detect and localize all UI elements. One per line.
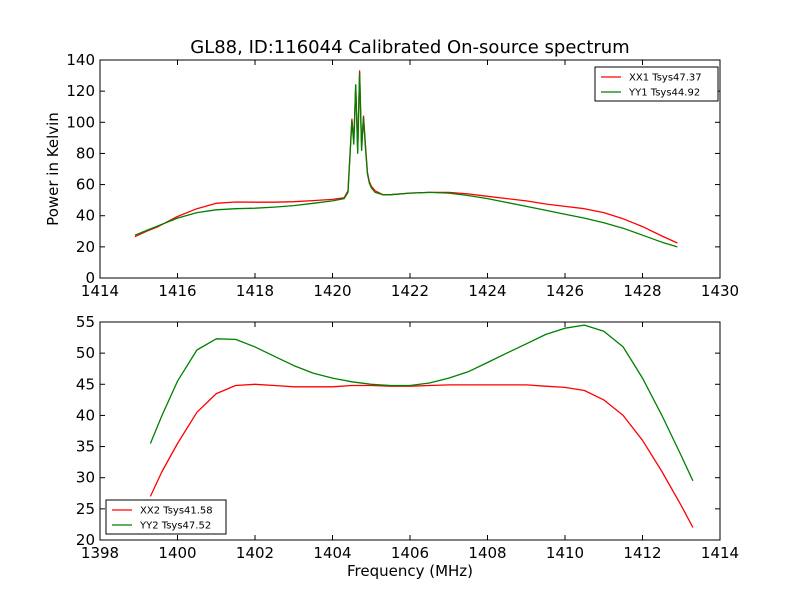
- x-tick-label: 1398: [81, 544, 119, 562]
- x-tick-label: 1420: [313, 282, 351, 300]
- y-tick-label: 40: [76, 207, 95, 225]
- y-tick-label: 0: [85, 269, 95, 287]
- legend-box: [594, 66, 719, 102]
- x-tick-label: 1408: [468, 544, 506, 562]
- x-tick-label: 1404: [313, 544, 351, 562]
- x-tick-label: 1406: [391, 544, 429, 562]
- legend-label: XX1 Tsys47.37: [629, 73, 702, 84]
- legend-label: YY2 Tsys47.52: [139, 521, 211, 532]
- y-tick-label: 120: [66, 82, 95, 100]
- series-line-2-1: [149, 383, 694, 528]
- y-tick-label: 20: [76, 238, 95, 256]
- series-line-2-2: [149, 324, 694, 482]
- y-tick-label: 140: [66, 51, 95, 69]
- top-plot: 1414 1416 1418 1420 1422 1424 1426 1428 1430 0 20 4…: [44, 51, 739, 300]
- y-tick-label: 25: [76, 500, 95, 518]
- x-tick-label: 1426: [546, 282, 584, 300]
- x-tick-label: 1410: [546, 544, 584, 562]
- series-line-1-2: [134, 71, 678, 248]
- y-tick-label: 45: [76, 375, 95, 393]
- y-tick-label: 100: [66, 113, 95, 131]
- x-tick-label: 1400: [158, 544, 196, 562]
- y-tick-label: 40: [76, 406, 95, 424]
- x-tick-label: 1418: [236, 282, 274, 300]
- y-tick-label: 60: [76, 176, 95, 194]
- y-tick-label: 55: [76, 313, 95, 331]
- x-tick-label: 1412: [623, 544, 661, 562]
- legend-label: XX2 Tsys41.58: [140, 506, 213, 517]
- legend-label: YY1 Tsys44.92: [628, 88, 700, 99]
- x-tick-label: 1424: [468, 282, 506, 300]
- x-axis-label: Frequency (MHz): [347, 562, 473, 580]
- y-tick-label: 80: [76, 144, 95, 162]
- x-tick-label: 1428: [623, 282, 661, 300]
- x-tick-label: 1430: [701, 282, 739, 300]
- y-tick-label: 50: [76, 344, 95, 362]
- x-tick-label: 1414: [81, 282, 119, 300]
- x-tick-label: 1414: [701, 544, 739, 562]
- x-tick-label: 1402: [236, 544, 274, 562]
- y-tick-label: 20: [76, 531, 95, 549]
- y-axis-label: Power in Kelvin: [44, 112, 62, 226]
- x-tick-label: 1416: [158, 282, 196, 300]
- y-tick-label: 30: [76, 469, 95, 487]
- bottom-plot: 1398 1400 1402 1404 1406 1408 1410 1412 1414 20 25…: [76, 313, 739, 580]
- x-tick-label: 1422: [391, 282, 429, 300]
- legend-box: [105, 499, 227, 535]
- y-tick-label: 35: [76, 438, 95, 456]
- chart-title: GL88, ID:116044 Calibrated On-source spe…: [190, 37, 629, 58]
